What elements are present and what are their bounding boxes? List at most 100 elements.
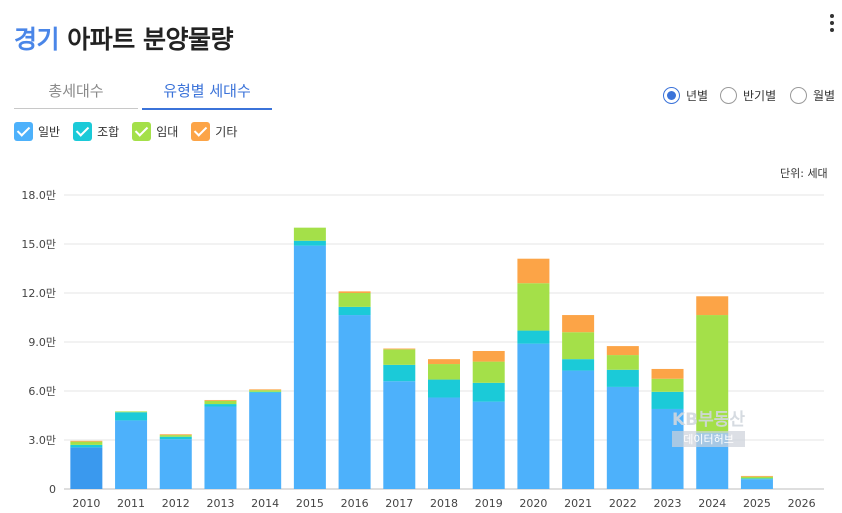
legend-item-other[interactable]: 기타 bbox=[191, 121, 237, 141]
bar-segment[interactable] bbox=[428, 397, 460, 489]
bar-segment[interactable] bbox=[338, 306, 371, 316]
bar-segment[interactable] bbox=[472, 361, 505, 383]
x-tick-label: 2021 bbox=[564, 497, 592, 510]
y-tick-label: 12.0만 bbox=[21, 287, 56, 300]
bar-segment[interactable] bbox=[338, 291, 371, 293]
bar-segment[interactable] bbox=[70, 447, 103, 489]
bar-segment[interactable] bbox=[428, 379, 460, 398]
bar-segment[interactable] bbox=[562, 315, 595, 333]
bar-segment[interactable] bbox=[115, 411, 148, 413]
bar-segment[interactable] bbox=[383, 349, 416, 365]
x-tick-label: 2024 bbox=[698, 497, 726, 510]
region-label: 경기 bbox=[14, 25, 60, 54]
bar-segment[interactable] bbox=[204, 404, 237, 407]
bar-segment[interactable] bbox=[70, 441, 103, 445]
more-options-icon[interactable] bbox=[826, 14, 838, 36]
y-tick-label: 18.0만 bbox=[21, 189, 56, 202]
bar-segment[interactable] bbox=[70, 440, 103, 442]
tab-units-by-type[interactable]: 유형별 세대수 bbox=[142, 80, 272, 110]
bar-segment[interactable] bbox=[651, 391, 684, 409]
bar-segment[interactable] bbox=[651, 368, 684, 379]
bar-segment[interactable] bbox=[159, 435, 192, 437]
bar-segment[interactable] bbox=[115, 412, 148, 421]
x-tick-label: 2015 bbox=[296, 497, 324, 510]
bar-segment[interactable] bbox=[740, 476, 773, 479]
checkbox-checked-icon bbox=[132, 121, 152, 141]
bar-segment[interactable] bbox=[517, 330, 550, 344]
x-tick-label: 2023 bbox=[654, 497, 682, 510]
bar-segment[interactable] bbox=[740, 479, 773, 489]
y-tick-label: 15.0만 bbox=[21, 238, 56, 251]
legend-label: 일반 bbox=[38, 124, 61, 139]
checkbox-checked-icon bbox=[73, 121, 93, 141]
legend-label: 조합 bbox=[97, 124, 120, 139]
bar-segment[interactable] bbox=[428, 359, 460, 365]
bar-segment[interactable] bbox=[159, 434, 192, 436]
bar-segment[interactable] bbox=[249, 390, 282, 392]
bar-segment[interactable] bbox=[383, 381, 416, 489]
bar-segment[interactable] bbox=[293, 227, 326, 241]
bar-segment[interactable] bbox=[517, 283, 550, 331]
x-tick-label: 2011 bbox=[117, 497, 145, 510]
bar-segment[interactable] bbox=[249, 391, 282, 393]
bar-segment[interactable] bbox=[204, 399, 237, 401]
bar-segment[interactable] bbox=[517, 343, 550, 489]
period-option-monthly[interactable]: 월별 bbox=[790, 84, 835, 106]
bar-segment[interactable] bbox=[740, 478, 773, 480]
radio-icon bbox=[790, 86, 807, 104]
bar-segment[interactable] bbox=[606, 346, 639, 356]
watermark-title: KB부동산 bbox=[672, 410, 746, 430]
bar-segment[interactable] bbox=[740, 475, 773, 477]
x-tick-label: 2010 bbox=[72, 497, 100, 510]
legend-label: 임대 bbox=[156, 124, 179, 139]
legend-item-union[interactable]: 조합 bbox=[73, 121, 120, 141]
period-option-yearly[interactable]: 년별 bbox=[663, 84, 708, 106]
bar-segment[interactable] bbox=[204, 406, 237, 489]
bar-segment[interactable] bbox=[606, 355, 639, 370]
bar-segment[interactable] bbox=[249, 389, 282, 391]
bar-segment[interactable] bbox=[651, 408, 684, 489]
x-tick-label: 2013 bbox=[206, 497, 234, 510]
bar-segment[interactable] bbox=[293, 240, 326, 246]
bar-segment[interactable] bbox=[249, 392, 282, 489]
unit-label: 단위: 세대 bbox=[780, 167, 828, 180]
watermark-logo: KB부동산 데이터허브 bbox=[672, 405, 746, 447]
bar-segment[interactable] bbox=[115, 420, 148, 489]
tab-total-units[interactable]: 총세대수 bbox=[14, 80, 138, 109]
bar-segment[interactable] bbox=[159, 436, 192, 440]
radio-icon bbox=[720, 86, 737, 104]
tab-bar: 총세대수 유형별 세대수 bbox=[14, 80, 272, 110]
bar-segment[interactable] bbox=[562, 332, 595, 360]
bar-segment[interactable] bbox=[696, 296, 729, 316]
bar-segment[interactable] bbox=[383, 348, 416, 350]
x-tick-label: 2018 bbox=[430, 497, 458, 510]
period-option-half-yearly[interactable]: 반기별 bbox=[720, 84, 776, 106]
x-tick-label: 2016 bbox=[341, 497, 369, 510]
watermark-subtitle: 데이터허브 bbox=[672, 431, 746, 447]
bar-segment[interactable] bbox=[606, 386, 639, 489]
bar-segment[interactable] bbox=[159, 439, 192, 489]
bar-segment[interactable] bbox=[338, 293, 371, 307]
bar-segment[interactable] bbox=[472, 401, 505, 489]
bar-segment[interactable] bbox=[696, 315, 729, 433]
y-tick-label: 6.0만 bbox=[28, 385, 56, 398]
bar-segment[interactable] bbox=[70, 444, 103, 448]
bar-segment[interactable] bbox=[472, 350, 505, 362]
period-label: 월별 bbox=[813, 88, 836, 103]
bar-segment[interactable] bbox=[606, 369, 639, 387]
bar-segment[interactable] bbox=[428, 364, 460, 380]
bar-segment[interactable] bbox=[338, 315, 371, 489]
bar-segment[interactable] bbox=[651, 378, 684, 392]
legend-item-rental[interactable]: 임대 bbox=[132, 121, 179, 141]
legend-item-general[interactable]: 일반 bbox=[14, 121, 61, 141]
bar-segment[interactable] bbox=[204, 400, 237, 405]
title-text: 아파트 분양물량 bbox=[67, 25, 233, 54]
bar-segment[interactable] bbox=[562, 370, 595, 489]
bar-segment[interactable] bbox=[383, 364, 416, 382]
x-tick-label: 2025 bbox=[743, 497, 771, 510]
x-tick-label: 2020 bbox=[519, 497, 547, 510]
bar-segment[interactable] bbox=[562, 359, 595, 371]
bar-segment[interactable] bbox=[472, 382, 505, 402]
bar-segment[interactable] bbox=[293, 245, 326, 489]
bar-segment[interactable] bbox=[517, 258, 550, 284]
